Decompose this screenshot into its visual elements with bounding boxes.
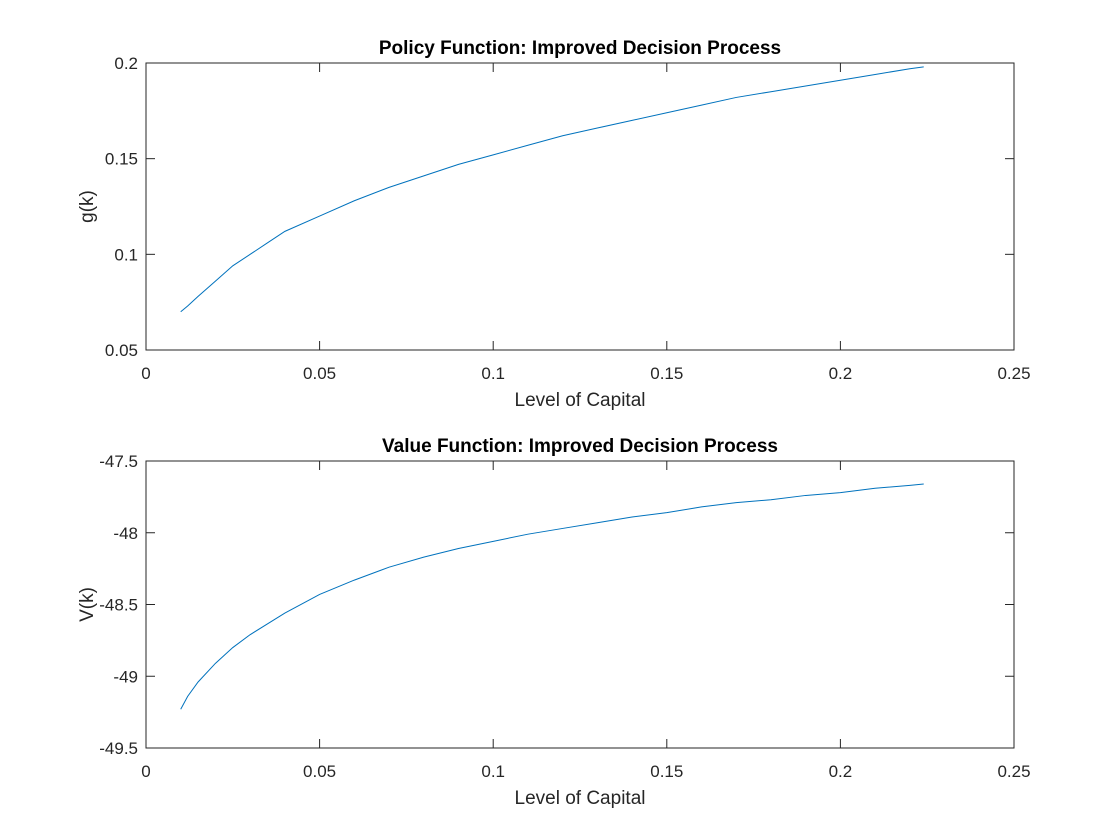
y-tick-label: -48 <box>113 524 138 543</box>
series-line-1 <box>180 66 924 313</box>
x-axis-label: Level of Capital <box>515 390 646 411</box>
series-line-1 <box>180 483 924 710</box>
y-tick-label: -48.5 <box>99 596 138 615</box>
x-tick-label: 0.15 <box>650 762 683 781</box>
plot-area <box>145 460 1015 749</box>
y-tick-label: -49.5 <box>99 739 138 758</box>
y-tick-label: 0.05 <box>105 341 138 360</box>
x-tick-label: 0.25 <box>997 364 1030 383</box>
y-tick-label: -47.5 <box>99 452 138 471</box>
y-axis-label: g(k) <box>77 190 98 223</box>
x-tick-label: 0.05 <box>303 762 336 781</box>
x-tick-label: 0.2 <box>829 762 853 781</box>
subplot-1: 0 0.05 0.1 0.15 0.2 0.250.050.10.150.2Policy … <box>77 38 1031 411</box>
y-tick-label: 0.15 <box>105 150 138 169</box>
x-tick-label: 0.1 <box>481 762 505 781</box>
y-axis-label: V(k) <box>77 587 98 622</box>
x-tick-label: 0.15 <box>650 364 683 383</box>
chart-title: Value Function: Improved Decision Proces… <box>382 436 778 457</box>
x-tick-label: 0 <box>141 364 150 383</box>
subplot-2: 0 0.05 0.1 0.15 0.2 0.25 -49.5 -49 -48.5 -48 -47.5… <box>77 436 1031 809</box>
plot-area <box>145 62 1015 351</box>
x-tick-label: 0.25 <box>997 762 1030 781</box>
x-tick-label: 0.2 <box>829 364 853 383</box>
x-tick-label: 0.1 <box>481 364 505 383</box>
x-tick-label: 0.05 <box>303 364 336 383</box>
x-axis-label: Level of Capital <box>515 788 646 809</box>
chart-title: Policy Function: Improved Decision Proce… <box>379 38 781 59</box>
y-tick-label: 0.1 <box>114 245 138 264</box>
y-tick-label: 0.2 <box>114 54 138 73</box>
x-tick-label: 0 <box>141 762 150 781</box>
y-tick-label: -49 <box>113 667 138 686</box>
